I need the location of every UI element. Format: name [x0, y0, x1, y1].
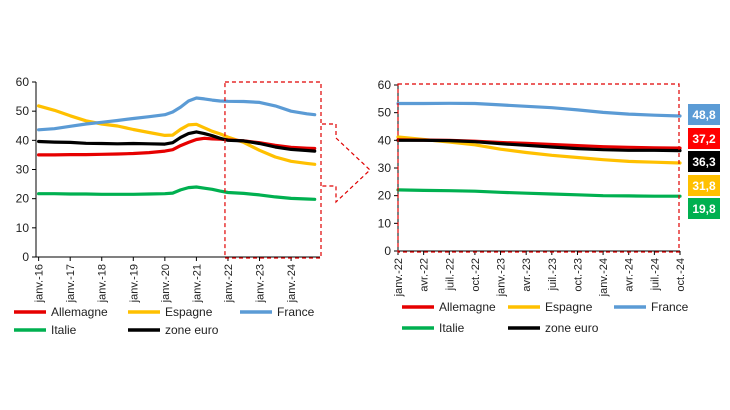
y-tick-label: 40 [16, 133, 30, 147]
zoom-target-box [397, 83, 680, 253]
y-tick-label: 50 [16, 104, 30, 118]
y-tick-label: 60 [378, 78, 392, 92]
y-tick-label: 20 [378, 189, 392, 203]
end-badge-italie: 19,8 [688, 198, 720, 219]
badge-value: 37,2 [692, 132, 716, 146]
legend-label: zone euro [545, 321, 599, 335]
x-tick-label: janv.-24 [598, 258, 610, 297]
x-tick-label: oct.-22 [470, 258, 482, 292]
badge-value: 36,3 [692, 155, 716, 169]
y-tick-label: 30 [16, 163, 30, 177]
legend-label: Espagne [165, 305, 213, 319]
y-tick-label: 10 [378, 216, 392, 230]
zoom-arrow [322, 123, 371, 204]
y-tick-label: 20 [16, 192, 30, 206]
badge-background [688, 151, 720, 172]
end-badge-france: 48,8 [688, 104, 720, 125]
y-tick-label: 0 [384, 244, 391, 258]
x-tick-label: avr.-23 [521, 258, 533, 292]
x-tick-label: janv.-22 [393, 258, 405, 297]
x-tick-label: oct.-24 [675, 258, 687, 292]
legend-label: France [651, 300, 689, 314]
series-line-italie [396, 188, 682, 198]
legend-label: Allemagne [439, 300, 496, 314]
series-line-france [396, 101, 682, 118]
badge-background [688, 175, 720, 196]
y-tick-label: 60 [16, 75, 30, 89]
x-tick-label: juil.-23 [547, 258, 559, 291]
legend-label: Italie [439, 321, 465, 335]
end-badge-allemagne: 37,2 [688, 128, 720, 149]
end-badge-espagne: 31,8 [688, 175, 720, 196]
right-chart: 0 10 20 30 40 50 60 janv.-22 avr.-22 juil.-22 oct.… [378, 78, 687, 297]
x-tick-label: avr.-22 [419, 258, 431, 292]
x-tick-label: janv.-22 [223, 264, 235, 303]
badge-background [688, 198, 720, 219]
zoom-highlight-box [224, 81, 322, 259]
y-tick-label: 10 [16, 221, 30, 235]
x-tick-label: avr.-24 [624, 258, 636, 292]
x-tick-label: janv.-23 [496, 258, 508, 297]
series-line-zone-euro [36, 130, 317, 153]
series-line-zone-euro [396, 138, 682, 153]
y-tick-label: 50 [378, 106, 392, 120]
x-tick-label: janv.-18 [97, 264, 109, 303]
x-tick-label: juil.-22 [444, 258, 456, 291]
legend-label: France [277, 305, 315, 319]
x-tick-label: oct.-23 [572, 258, 584, 292]
legends: Allemagne Espagne France Italie zone euro All… [14, 300, 689, 337]
x-tick-label: janv.-20 [160, 264, 172, 303]
series-line-italie [36, 185, 317, 201]
y-tick-label: 40 [378, 133, 392, 147]
end-badge-zone-euro: 36,3 [688, 151, 720, 172]
x-tick-label: janv.-23 [255, 264, 267, 303]
x-tick-label: janv.-16 [34, 264, 46, 303]
badge-background [688, 104, 720, 125]
x-tick-label: janv.-24 [286, 264, 298, 303]
series-line-france [36, 96, 317, 132]
badge-value: 48,8 [692, 108, 716, 122]
x-tick-label: janv.-19 [128, 264, 140, 303]
y-tick-label: 30 [378, 161, 392, 175]
end-value-badges: 48,8 37,2 36,3 31,8 19,8 [688, 104, 720, 219]
x-tick-label: janv.-17 [65, 264, 77, 303]
legend-label: Italie [51, 323, 77, 337]
legend-label: zone euro [165, 323, 219, 337]
legend-label: Espagne [545, 300, 593, 314]
zoom-connector [322, 123, 371, 204]
left-chart: 0 10 20 30 40 50 60 janv.-16 janv.-17 janv.-18 jan… [16, 75, 322, 303]
badge-value: 19,8 [692, 202, 716, 216]
badge-value: 31,8 [692, 179, 716, 193]
x-tick-label: janv.-21 [191, 264, 203, 303]
y-tick-label: 0 [22, 250, 29, 264]
x-tick-label: juil.-24 [649, 258, 661, 291]
legend-label: Allemagne [51, 305, 108, 319]
badge-background [688, 128, 720, 149]
